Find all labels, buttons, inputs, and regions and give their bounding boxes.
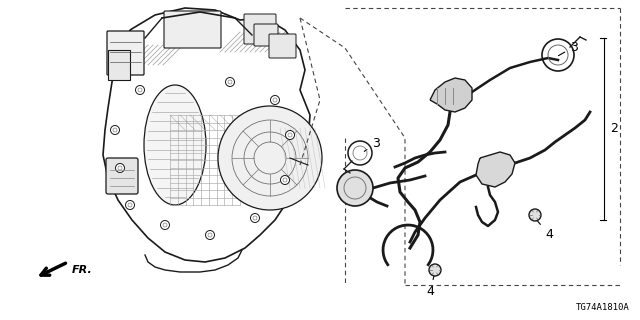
- Circle shape: [218, 106, 322, 210]
- Circle shape: [529, 209, 541, 221]
- FancyBboxPatch shape: [254, 24, 278, 46]
- Circle shape: [111, 125, 120, 134]
- FancyBboxPatch shape: [244, 14, 276, 44]
- PathPatch shape: [476, 152, 515, 187]
- Circle shape: [429, 264, 441, 276]
- FancyBboxPatch shape: [108, 50, 130, 80]
- Circle shape: [271, 95, 280, 105]
- Circle shape: [225, 77, 234, 86]
- Circle shape: [115, 164, 125, 172]
- Text: 3: 3: [559, 41, 578, 56]
- Circle shape: [280, 175, 289, 185]
- Circle shape: [285, 131, 294, 140]
- Text: 1: 1: [491, 156, 513, 169]
- Circle shape: [125, 201, 134, 210]
- Circle shape: [250, 213, 259, 222]
- Text: 4: 4: [426, 275, 435, 298]
- Circle shape: [136, 85, 145, 94]
- Circle shape: [337, 170, 373, 206]
- FancyBboxPatch shape: [269, 34, 296, 58]
- Text: 3: 3: [364, 137, 380, 151]
- Circle shape: [205, 230, 214, 239]
- PathPatch shape: [430, 78, 472, 112]
- Circle shape: [161, 220, 170, 229]
- Text: TG74A1810A: TG74A1810A: [576, 303, 630, 312]
- Ellipse shape: [144, 85, 206, 205]
- FancyBboxPatch shape: [107, 31, 144, 75]
- Text: FR.: FR.: [72, 265, 93, 275]
- FancyBboxPatch shape: [106, 158, 138, 194]
- FancyBboxPatch shape: [164, 11, 221, 48]
- Text: 2: 2: [610, 122, 618, 134]
- Text: 4: 4: [537, 220, 553, 241]
- PathPatch shape: [103, 8, 310, 262]
